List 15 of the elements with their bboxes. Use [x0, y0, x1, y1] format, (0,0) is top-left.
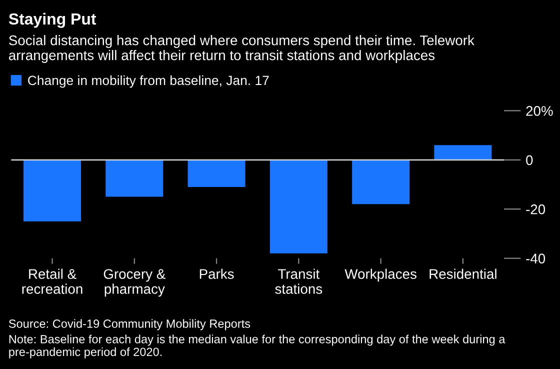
- chart-title: Staying Put: [8, 12, 96, 28]
- x-tick-label: Transit stations: [275, 268, 322, 294]
- chart-subtitle: Social distancing has changed where consumers spend their time. Telework arrangements will affect their return to transit stations and workplaces: [8, 35, 474, 63]
- x-tick-label: Workplaces: [344, 268, 416, 282]
- x-tick-label: Retail & recreation: [22, 268, 82, 294]
- y-tick-label: 20%: [526, 106, 553, 116]
- source-note: Source: Covid-19 Community Mobility Reports: [8, 319, 250, 330]
- x-tick-label: Parks: [200, 268, 234, 279]
- text: Note: Baseline for each day is the median value for the corresponding day of the week during a pre-pandemic period of 2020.: [9, 334, 506, 358]
- legend-label: Change in mobility from baseline, Jan. 17: [28, 75, 269, 88]
- y-tick-label: 0: [526, 155, 533, 166]
- x-tick-label: Grocery & pharmacy: [104, 269, 166, 297]
- x-tick-label: Residential: [430, 268, 496, 279]
- y-tick-label: -20: [526, 204, 546, 214]
- y-tick-label: -40: [526, 254, 546, 264]
